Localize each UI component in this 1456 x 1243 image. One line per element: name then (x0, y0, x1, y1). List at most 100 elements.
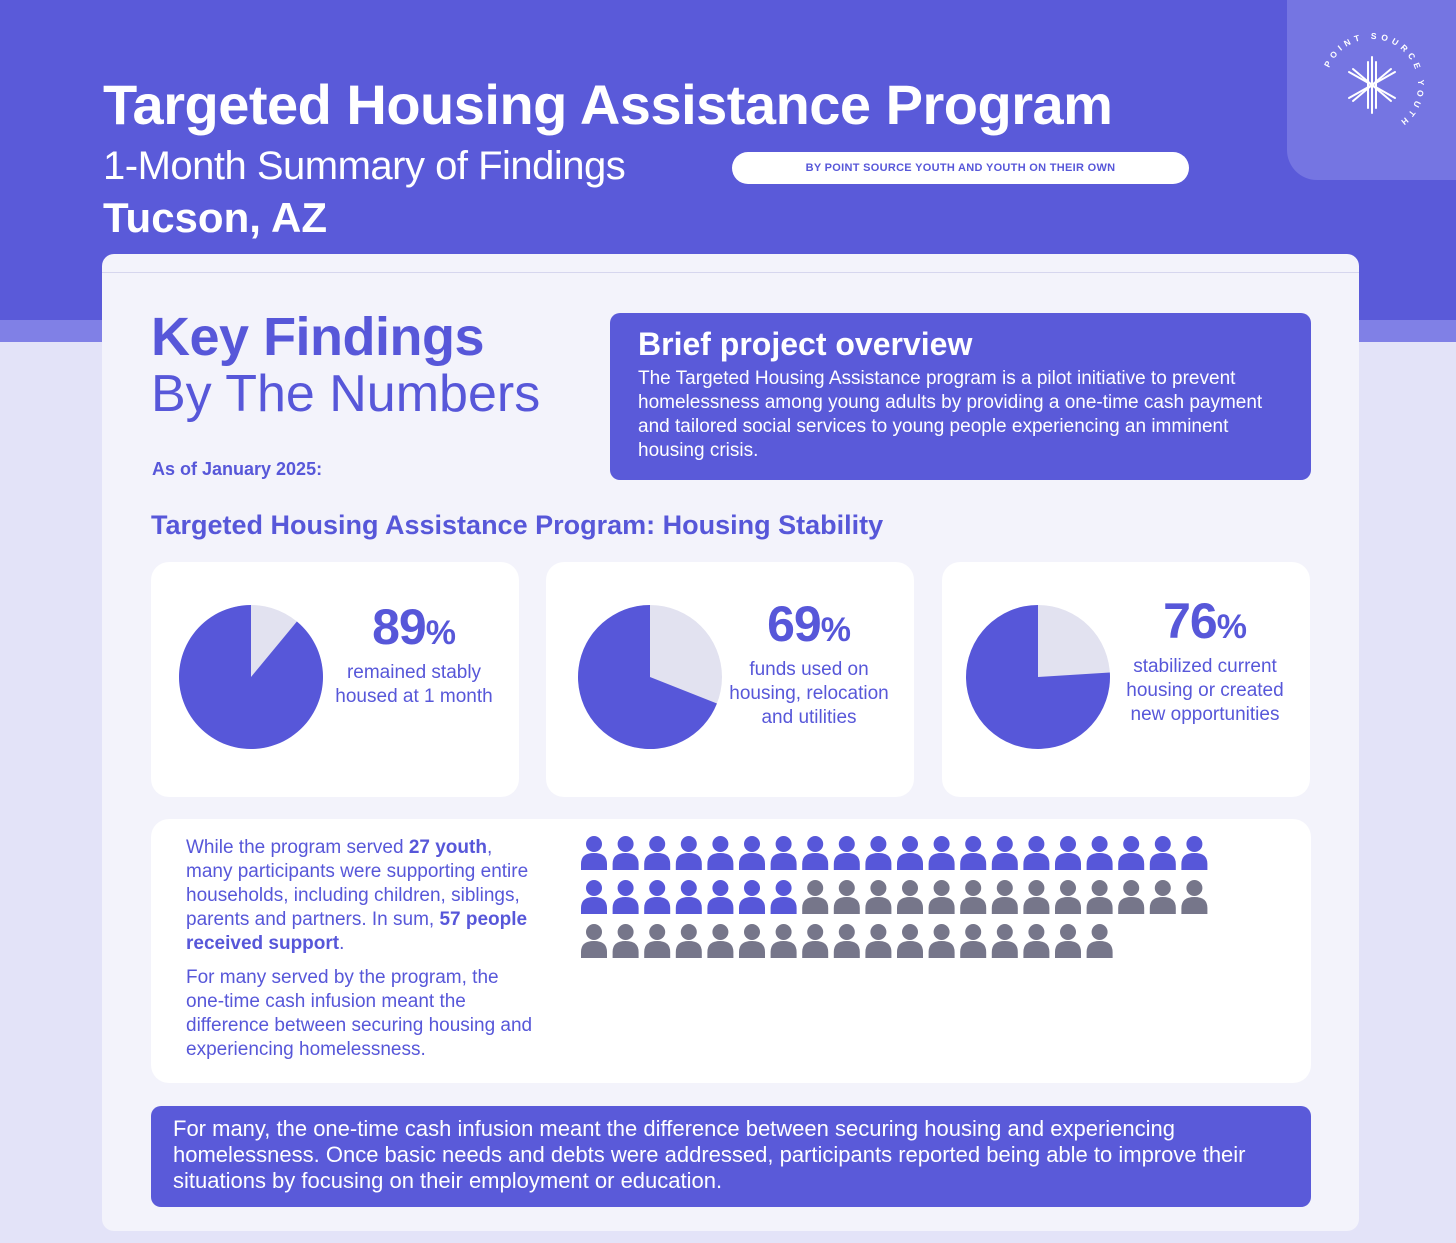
person-household-icon (833, 880, 860, 914)
youth-served-count: 27 youth (408, 837, 487, 858)
person-youth-icon (1023, 836, 1050, 870)
location-label: Tucson, AZ (103, 194, 327, 241)
person-household-icon (960, 924, 987, 958)
pie-chart (966, 605, 1110, 749)
page-title: Targeted Housing Assistance Program (103, 73, 1113, 136)
byline-badge: BY POINT SOURCE YOUTH AND YOUTH ON THEIR… (732, 152, 1189, 184)
people-paragraph-1: While the program served 27 youth, many … (186, 836, 536, 956)
person-youth-icon (707, 836, 734, 870)
person-household-icon (1086, 880, 1113, 914)
person-household-icon (802, 924, 829, 958)
stat-unit: % (425, 614, 456, 652)
person-youth-icon (802, 836, 829, 870)
stat-number: 89 (372, 599, 427, 655)
person-youth-icon (707, 880, 734, 914)
person-youth-icon (928, 836, 955, 870)
person-youth-icon (644, 836, 671, 870)
person-household-icon (770, 924, 797, 958)
person-household-icon (865, 924, 892, 958)
person-youth-icon (1086, 836, 1113, 870)
person-household-icon (1023, 924, 1050, 958)
person-youth-icon (1181, 836, 1208, 870)
page-subtitle: 1-Month Summary of Findings (103, 144, 626, 188)
person-household-icon (802, 880, 829, 914)
stat-card-stabilized-housing: 76% stabilized current housing or create… (942, 562, 1310, 797)
pie-chart (578, 605, 722, 749)
stat-card-funds-used: 69% funds used on housing, relocation an… (546, 562, 914, 797)
person-youth-icon (865, 836, 892, 870)
people-supported-text: While the program served 27 youth, many … (186, 836, 536, 1062)
person-household-icon (675, 924, 702, 958)
person-youth-icon (675, 836, 702, 870)
overview-heading: Brief project overview (638, 326, 973, 362)
logo-text: POINT SOURCE YOUTH (1322, 31, 1422, 130)
key-findings-title: Key Findings (151, 307, 485, 367)
person-household-icon (897, 924, 923, 958)
pie-slice-value (178, 605, 323, 749)
person-youth-icon (581, 880, 607, 914)
person-household-icon (1149, 880, 1176, 914)
as-of-date: As of January 2025: (152, 459, 323, 479)
person-household-icon (1055, 880, 1081, 914)
stat-card-stably-housed: 89% remained stably housed at 1 month (151, 562, 519, 797)
people-text-part: . (339, 933, 345, 954)
pie-slice-value (578, 605, 717, 749)
logo-tab: POINT SOURCE YOUTH (1287, 0, 1456, 180)
panel-divider (102, 272, 1359, 273)
people-paragraph-2: For many served by the program, the one-… (186, 967, 533, 1060)
person-youth-icon (644, 880, 671, 914)
person-youth-icon (1118, 836, 1145, 870)
person-youth-icon (897, 836, 923, 870)
person-youth-icon (1055, 836, 1081, 870)
person-household-icon (1181, 880, 1208, 914)
person-household-icon (928, 880, 955, 914)
person-youth-icon (770, 880, 797, 914)
person-youth-icon (1149, 836, 1176, 870)
person-youth-icon (991, 836, 1018, 870)
stat-number: 76 (1163, 593, 1218, 649)
people-text-part: While the program served (186, 837, 409, 858)
overview-body: The Targeted Housing Assistance program … (638, 368, 1263, 461)
person-youth-icon (739, 880, 765, 914)
stat-value: 76% (1110, 592, 1300, 650)
people-text-part: , many participants were supporting enti… (186, 837, 529, 930)
person-youth-icon (833, 836, 860, 870)
person-household-icon (1118, 880, 1145, 914)
person-household-icon (960, 880, 987, 914)
stat-description: stabilized current housing or created ne… (1126, 656, 1284, 725)
people-supported-count: 57 people received support (186, 909, 528, 954)
stat-description: funds used on housing, relocation and ut… (729, 659, 889, 728)
person-household-icon (928, 924, 955, 958)
person-household-icon (833, 924, 860, 958)
person-youth-icon (612, 836, 639, 870)
stat-value: 69% (714, 595, 904, 653)
section-title: Targeted Housing Assistance Program: Hou… (151, 510, 884, 540)
person-household-icon (991, 880, 1018, 914)
person-household-icon (991, 924, 1018, 958)
callout-box: For many, the one-time cash infusion mea… (151, 1106, 1311, 1207)
person-household-icon (1086, 924, 1113, 958)
person-youth-icon (739, 836, 765, 870)
person-youth-icon (675, 880, 702, 914)
person-youth-icon (612, 880, 639, 914)
svg-text:POINT SOURCE YOUTH: POINT SOURCE YOUTH (1322, 31, 1426, 130)
point-source-youth-logo-icon: POINT SOURCE YOUTH (1322, 31, 1426, 130)
person-household-icon (612, 924, 639, 958)
person-household-icon (739, 924, 765, 958)
person-household-icon (1023, 880, 1050, 914)
person-household-icon (707, 924, 734, 958)
stat-description: remained stably housed at 1 month (335, 662, 493, 707)
stat-unit: % (820, 611, 851, 649)
project-overview-box: Brief project overview The Targeted Hous… (610, 313, 1311, 480)
person-household-icon (644, 924, 671, 958)
stat-value: 89% (319, 598, 509, 656)
key-findings-subtitle: By The Numbers (151, 365, 541, 423)
person-youth-icon (581, 836, 607, 870)
person-household-icon (897, 880, 923, 914)
people-pictogram (581, 836, 1208, 958)
person-household-icon (1055, 924, 1081, 958)
person-youth-icon (770, 836, 797, 870)
person-youth-icon (960, 836, 987, 870)
pie-chart (178, 605, 323, 749)
person-household-icon (581, 924, 607, 958)
